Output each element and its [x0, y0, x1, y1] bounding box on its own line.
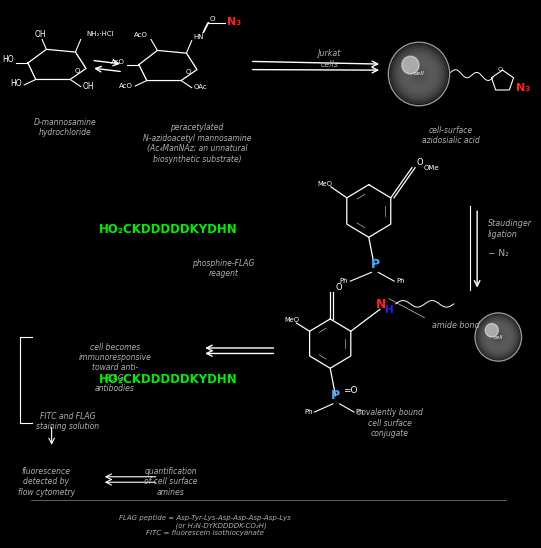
Circle shape [388, 42, 450, 106]
Circle shape [407, 61, 431, 87]
Text: O: O [209, 16, 215, 22]
Circle shape [405, 59, 433, 89]
Text: P: P [331, 389, 340, 402]
Text: Staudinger
ligation: Staudinger ligation [487, 219, 532, 238]
Circle shape [411, 66, 427, 82]
Circle shape [481, 319, 516, 355]
Text: cell: cell [414, 71, 424, 77]
Circle shape [417, 72, 421, 76]
Text: quantification
of cell surface
amines: quantification of cell surface amines [144, 467, 197, 496]
Text: D-mannosamine
hydrochloride: D-mannosamine hydrochloride [34, 118, 96, 137]
Text: N: N [376, 298, 386, 311]
Circle shape [478, 316, 518, 358]
Text: AcO: AcO [119, 83, 133, 89]
Text: OMe: OMe [424, 165, 439, 172]
Text: O: O [335, 283, 342, 292]
Text: MeO: MeO [284, 317, 299, 323]
Circle shape [497, 335, 500, 339]
Text: O: O [74, 68, 80, 74]
Circle shape [475, 313, 522, 361]
Text: AcO: AcO [134, 32, 148, 38]
Text: covalently bound
cell surface
conjugate: covalently bound cell surface conjugate [357, 408, 423, 438]
Text: NH₂·HCl: NH₂·HCl [86, 31, 114, 37]
Circle shape [489, 327, 507, 347]
Text: HO: HO [10, 79, 22, 88]
Circle shape [486, 324, 511, 350]
Text: =O: =O [343, 386, 358, 396]
Text: amide bond: amide bond [432, 321, 480, 329]
Text: H: H [385, 305, 394, 315]
Text: phosphine-FLAG
reagent: phosphine-FLAG reagent [192, 259, 255, 278]
Circle shape [485, 323, 498, 337]
Circle shape [415, 70, 423, 78]
Circle shape [492, 330, 505, 344]
Circle shape [491, 329, 506, 345]
Circle shape [392, 47, 446, 101]
Text: Ph: Ph [339, 278, 348, 284]
Circle shape [480, 318, 517, 356]
Text: HO₂CKDDDDDKYDHN: HO₂CKDDDDDKYDHN [98, 373, 237, 386]
Circle shape [402, 56, 419, 74]
Text: N₃: N₃ [516, 83, 530, 93]
Circle shape [413, 67, 425, 81]
Circle shape [400, 55, 437, 93]
Text: Ph: Ph [304, 409, 313, 415]
Text: HO₂CKDDDDDKYDHN: HO₂CKDDDDDKYDHN [98, 222, 237, 236]
Text: MeO: MeO [318, 181, 333, 187]
Circle shape [391, 44, 447, 104]
Text: Ph: Ph [355, 409, 364, 415]
Text: O: O [186, 69, 191, 75]
Text: P: P [371, 258, 380, 271]
Text: FLAG peptide = Asp-Tyr-Lys-Asp-Asp-Asp-Asp-Lys
              (or H₂N-DYKDDDDK-CO: FLAG peptide = Asp-Tyr-Lys-Asp-Asp-Asp-A… [119, 515, 291, 536]
Circle shape [394, 49, 444, 99]
Circle shape [493, 332, 503, 342]
Text: N₃: N₃ [227, 16, 241, 27]
Text: fluorescence
detected by
flow cytometry: fluorescence detected by flow cytometry [18, 467, 75, 496]
Text: cell: cell [493, 334, 503, 340]
Circle shape [399, 53, 439, 95]
Text: peracetylated
N-azidoacetyl mannosamine
(Ac₄ManNAz; an unnatural
biosynthetic su: peracetylated N-azidoacetyl mannosamine … [143, 123, 251, 163]
Text: Ph: Ph [396, 278, 405, 284]
Text: OH: OH [82, 82, 94, 91]
Text: Jurkat
cells: Jurkat cells [318, 49, 341, 68]
Circle shape [495, 334, 502, 340]
Text: cell becomes
immunoresponsive
toward anti-
FLAG
antibodies: cell becomes immunoresponsive toward ant… [78, 342, 151, 393]
Text: OH: OH [34, 30, 46, 39]
Circle shape [487, 326, 509, 349]
Circle shape [397, 50, 441, 98]
Text: O: O [416, 158, 423, 167]
Text: cell-surface
azidosialic acid: cell-surface azidosialic acid [422, 126, 479, 145]
Circle shape [477, 315, 520, 359]
Text: FITC and FLAG
staining solution: FITC and FLAG staining solution [36, 412, 99, 431]
Text: HN: HN [193, 35, 204, 41]
Text: HO: HO [2, 55, 14, 65]
Text: − N₂: − N₂ [487, 249, 509, 258]
Circle shape [403, 57, 436, 91]
Circle shape [484, 323, 512, 351]
Circle shape [483, 321, 514, 353]
Text: O: O [497, 67, 503, 72]
Circle shape [409, 64, 429, 84]
Text: AcO: AcO [111, 59, 124, 65]
Text: OAc: OAc [193, 84, 207, 90]
